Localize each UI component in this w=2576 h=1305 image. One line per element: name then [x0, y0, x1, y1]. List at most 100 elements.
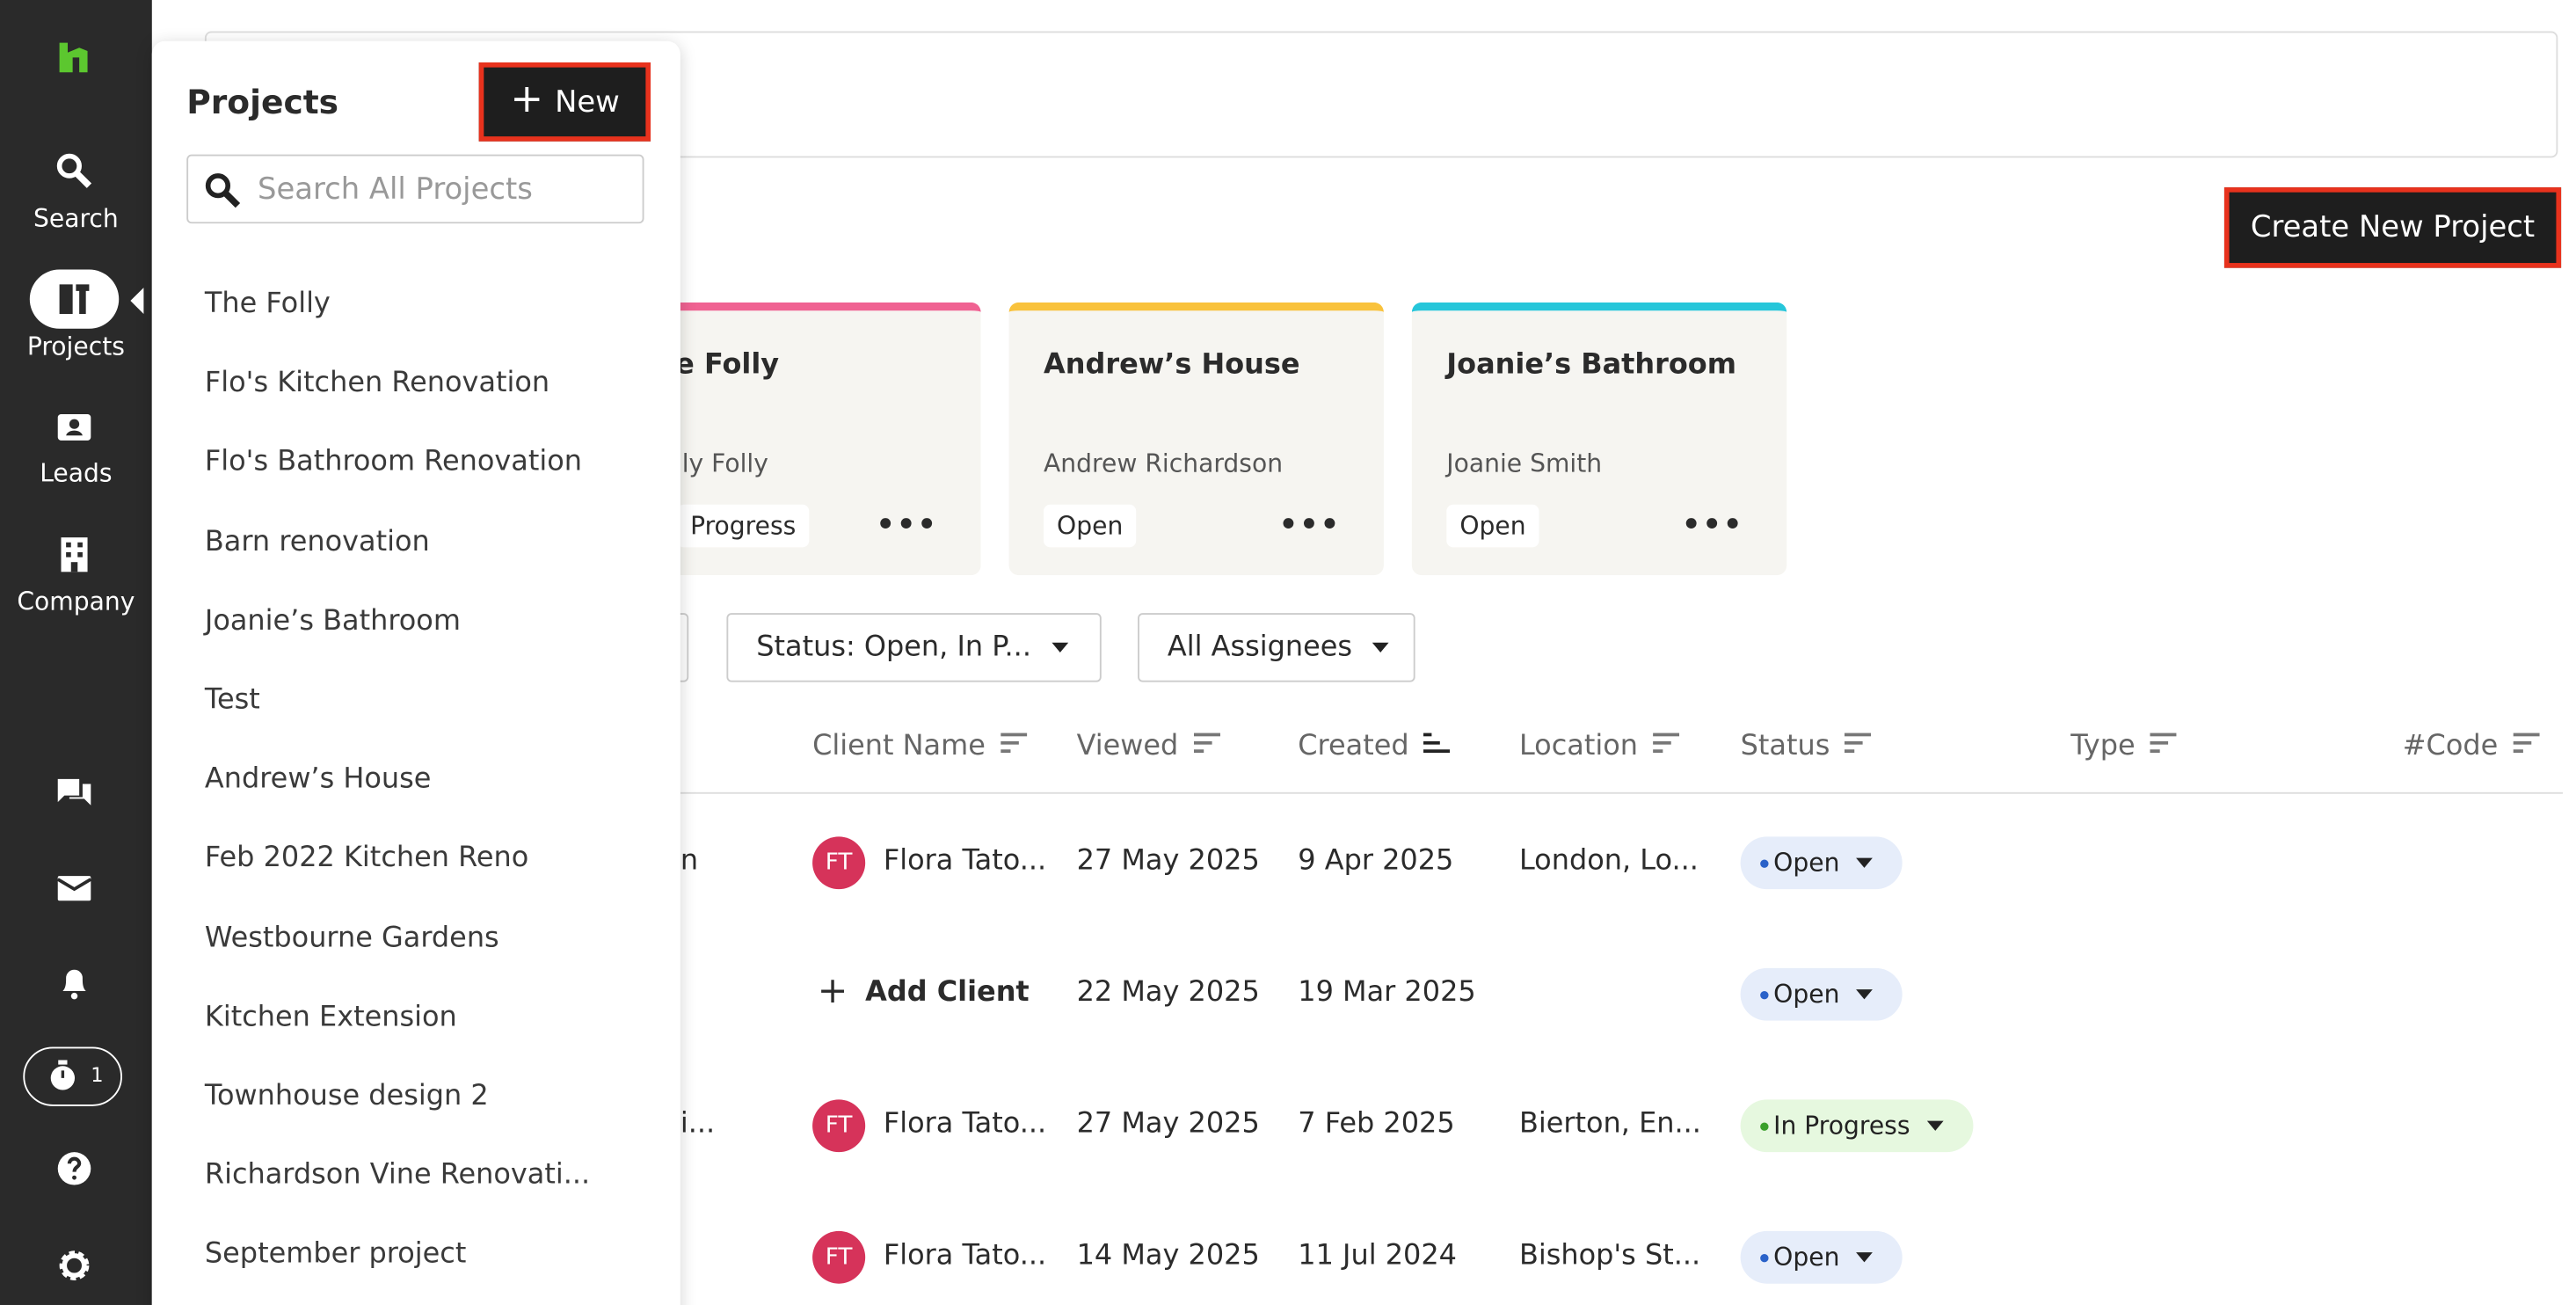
viewed: 27 May 2025 [1076, 844, 1260, 879]
inbox-icon[interactable] [56, 870, 92, 906]
created: 7 Feb 2025 [1298, 1107, 1455, 1141]
column-header[interactable]: #Code [2402, 729, 2540, 763]
header-label: Client Name [812, 729, 986, 763]
help-icon[interactable] [56, 1150, 92, 1186]
filter[interactable]: Status: Open, In P... [726, 613, 1102, 682]
status-pill[interactable]: Open [1740, 836, 1903, 890]
location: Bierton, En... [1518, 1107, 1701, 1141]
caret [1926, 1120, 1944, 1131]
header-label: Type [2070, 729, 2136, 763]
card-menu[interactable]: ••• [1681, 507, 1744, 543]
client-name[interactable]: Flora Tato... [883, 844, 1047, 879]
viewed: 14 May 2025 [1076, 1239, 1260, 1272]
project-item[interactable]: Test [204, 683, 260, 717]
caret [1051, 642, 1068, 652]
projects-panel: Projects + New Search All Projects The F… [151, 40, 680, 1305]
status-pill[interactable]: In Progress [1740, 1099, 1973, 1153]
created: 19 Mar 2025 [1298, 976, 1476, 1010]
project-item[interactable]: Feb 2022 Kitchen Reno [204, 842, 529, 876]
project-item[interactable]: Westbourne Gardens [204, 921, 499, 955]
nav-label[interactable]: Company [17, 587, 135, 616]
project-item[interactable]: The Folly [204, 288, 331, 321]
logo [59, 42, 88, 73]
project-item[interactable]: Andrew’s House [204, 762, 432, 796]
pointer [130, 288, 144, 314]
location: London, Lo... [1518, 844, 1699, 879]
new-button[interactable]: + New [478, 62, 651, 142]
project-name[interactable]: n [680, 844, 699, 879]
project-item[interactable]: Flo's Kitchen Renovation [204, 367, 550, 400]
search-placeholder: Search All Projects [257, 172, 533, 208]
header-label: Created [1298, 729, 1409, 763]
status-pill[interactable]: Open [1740, 1230, 1903, 1284]
plus-icon: + [510, 75, 544, 122]
status-label: Open [1773, 1242, 1840, 1272]
header-label: #Code [2402, 729, 2499, 763]
card-title: Andrew’s House [1044, 348, 1300, 382]
sort-icon [1193, 730, 1220, 762]
nav-label[interactable]: Projects [26, 332, 125, 362]
location: Bishop's St... [1518, 1239, 1701, 1272]
timer[interactable]: 1 [23, 1046, 122, 1106]
project-item[interactable]: Barn renovation [204, 525, 430, 558]
filter-label: Status: Open, In P... [756, 631, 1031, 665]
column-header[interactable]: Viewed [1077, 730, 1220, 762]
card-menu[interactable]: ••• [1278, 507, 1342, 543]
nav-label[interactable]: Search [33, 203, 119, 234]
header-label: Viewed [1076, 729, 1179, 763]
avatar: FT [812, 1230, 866, 1284]
card-menu[interactable]: ••• [876, 507, 938, 543]
column-header[interactable]: Location [1519, 730, 1679, 762]
card-status: Open [1044, 504, 1137, 548]
search-input[interactable]: Search All Projects [186, 154, 644, 224]
timer-count: 1 [91, 1063, 104, 1087]
column-header[interactable]: Status [1741, 730, 1872, 762]
panel-title: Projects [186, 82, 339, 122]
project-item[interactable]: Flo's Bathroom Renovation [204, 446, 583, 479]
project-item[interactable]: Townhouse design 2 [204, 1079, 489, 1113]
add-client[interactable]: Add Client [865, 976, 1030, 1010]
client-name[interactable]: Flora Tato... [883, 1107, 1047, 1141]
search-icon [56, 153, 92, 188]
filter-label: All Assignees [1167, 631, 1353, 665]
card-client: ly Folly [681, 448, 768, 478]
nav-label[interactable]: Leads [40, 458, 113, 489]
bell-icon[interactable] [56, 965, 92, 1001]
card-status: Progress [680, 504, 810, 548]
messages-icon[interactable] [56, 772, 92, 808]
card-status: Open [1446, 504, 1539, 548]
project-item[interactable]: Richardson Vine Renovati... [204, 1158, 591, 1192]
column-header[interactable]: Created [1298, 729, 1451, 763]
sort-icon [1423, 730, 1451, 762]
project-card[interactable]: Andrew’s House Andrew Richardson Open ••• [1008, 302, 1384, 576]
client-name[interactable]: Flora Tato... [883, 1239, 1047, 1272]
status-label: In Progress [1773, 1111, 1910, 1141]
card-title: e Folly [675, 348, 780, 382]
project-item[interactable]: Joanie’s Bathroom [204, 604, 461, 638]
avatar: FT [812, 1099, 866, 1153]
viewed: 27 May 2025 [1076, 1107, 1260, 1141]
company-icon [61, 537, 88, 572]
sidebar: Search Projects Leads Company 1 [0, 0, 152, 1305]
leads-icon [57, 413, 91, 441]
header-label: Status [1740, 729, 1830, 763]
sort-icon [2513, 730, 2540, 762]
plus-icon: + [817, 971, 848, 1013]
card-client: Joanie Smith [1446, 448, 1603, 478]
filter[interactable]: All Assignees [1138, 613, 1415, 682]
project-card[interactable]: e Folly ly Folly Progress ••• [675, 302, 981, 576]
column-header[interactable]: Client Name [812, 730, 1027, 762]
created: 11 Jul 2024 [1298, 1239, 1457, 1272]
column-header[interactable]: Type [2070, 729, 2177, 763]
nav-active[interactable] [29, 269, 120, 329]
settings-icon[interactable] [56, 1248, 92, 1284]
project-item[interactable]: Kitchen Extension [204, 1000, 457, 1034]
viewed: 22 May 2025 [1076, 976, 1260, 1010]
status-pill[interactable]: Open [1740, 967, 1903, 1021]
project-name[interactable]: i... [680, 1107, 716, 1141]
sort-icon [1845, 730, 1872, 762]
project-card[interactable]: Joanie’s Bathroom Joanie Smith Open ••• [1411, 302, 1787, 576]
project-item[interactable]: September project [204, 1238, 467, 1272]
create-project-button[interactable]: Create New Project [2223, 187, 2562, 268]
